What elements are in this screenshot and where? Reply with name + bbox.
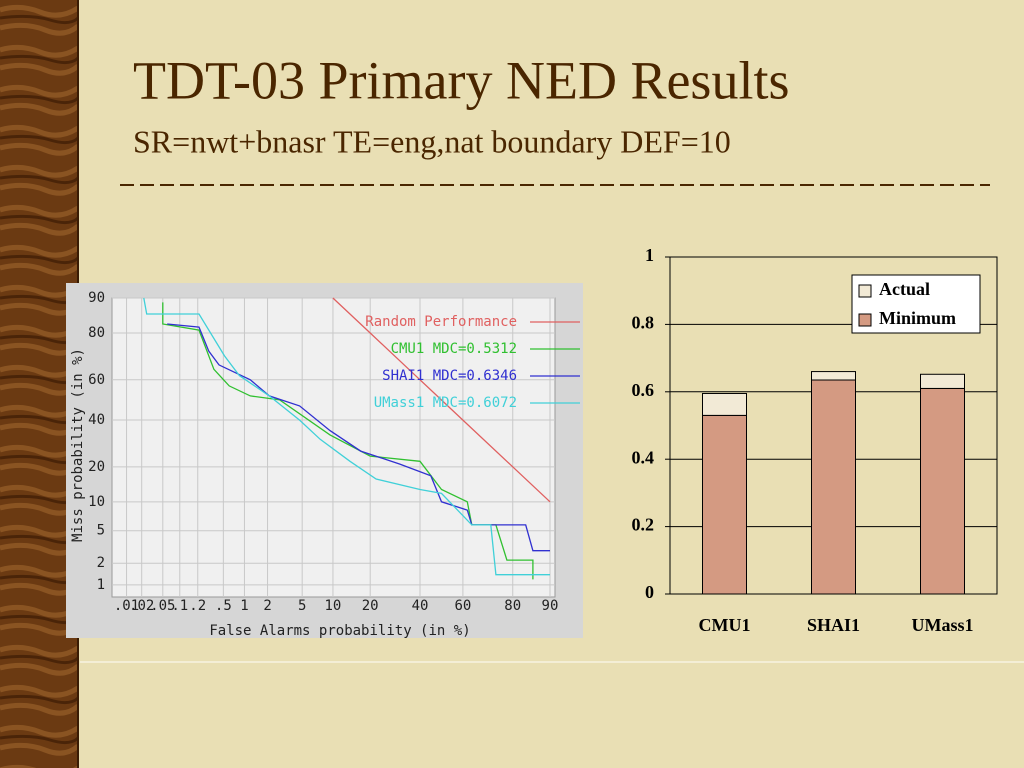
bar-segment xyxy=(920,387,965,595)
det-plot-area xyxy=(111,297,556,598)
legend-box xyxy=(851,274,981,334)
slide-subtitle: SR=nwt+bnasr TE=eng,nat boundary DEF=10 xyxy=(133,123,731,159)
bar-segment xyxy=(811,371,856,381)
y-tick-label: 5 xyxy=(97,523,105,539)
x-tick-label: CMU1 xyxy=(699,615,751,635)
legend-label: UMass1 MDC=0.6072 xyxy=(374,395,517,411)
legend-swatch xyxy=(858,313,872,327)
legend-label: CMU1 MDC=0.5312 xyxy=(391,341,517,357)
x-tick-label: .02 xyxy=(129,598,154,614)
legend-label: Minimum xyxy=(879,308,956,328)
y-tick-label: 0.6 xyxy=(632,380,655,400)
x-tick-label: 20 xyxy=(362,598,379,614)
x-tick-label: 1 xyxy=(240,598,248,614)
det-curve xyxy=(143,297,550,576)
bar-segment xyxy=(811,379,856,595)
x-tick-label: 40 xyxy=(412,598,429,614)
det-curve xyxy=(162,302,534,580)
x-tick-label: 60 xyxy=(454,598,471,614)
y-tick-label: 0.8 xyxy=(632,313,655,333)
wood-strip xyxy=(0,0,78,768)
y-tick-label: 60 xyxy=(88,372,105,388)
bar-segment xyxy=(702,414,747,595)
y-tick-label: 0.2 xyxy=(632,515,655,535)
y-tick-label: 2 xyxy=(97,555,105,571)
x-tick-label: .2 xyxy=(189,598,206,614)
x-tick-label: UMass1 xyxy=(912,615,974,635)
x-tick-label: 2 xyxy=(263,598,271,614)
y-tick-label: 1 xyxy=(645,245,654,265)
y-tick-label: 90 xyxy=(88,290,105,306)
y-tick-label: 0.4 xyxy=(632,447,655,467)
y-tick-label: 80 xyxy=(88,325,105,341)
det-curve xyxy=(167,323,550,552)
y-axis-title: Miss probability (in %) xyxy=(70,348,86,542)
x-tick-label: .05 xyxy=(150,598,175,614)
x-tick-label: 80 xyxy=(504,598,521,614)
bar-segment xyxy=(920,373,965,389)
legend-label: Random Performance xyxy=(365,314,517,330)
det-curve xyxy=(332,297,551,503)
y-tick-label: 20 xyxy=(88,459,105,475)
x-tick-label: .1 xyxy=(171,598,188,614)
y-tick-label: 1 xyxy=(97,577,105,593)
y-tick-label: 40 xyxy=(88,412,105,428)
x-tick-label: .01 xyxy=(114,598,139,614)
slide-title: TDT-03 Primary NED Results xyxy=(133,50,789,110)
legend-label: Actual xyxy=(879,279,930,299)
x-tick-label: .5 xyxy=(215,598,232,614)
legend-label: SHAI1 MDC=0.6346 xyxy=(382,368,517,384)
y-tick-label: 0 xyxy=(645,582,654,602)
legend-swatch xyxy=(858,284,872,298)
y-tick-label: 10 xyxy=(88,494,105,510)
x-tick-label: 5 xyxy=(298,598,306,614)
x-axis-title: False Alarms probability (in %) xyxy=(209,623,470,639)
x-tick-label: 90 xyxy=(542,598,559,614)
x-tick-label: 10 xyxy=(325,598,342,614)
bar-segment xyxy=(702,392,747,416)
x-tick-label: SHAI1 xyxy=(807,615,860,635)
